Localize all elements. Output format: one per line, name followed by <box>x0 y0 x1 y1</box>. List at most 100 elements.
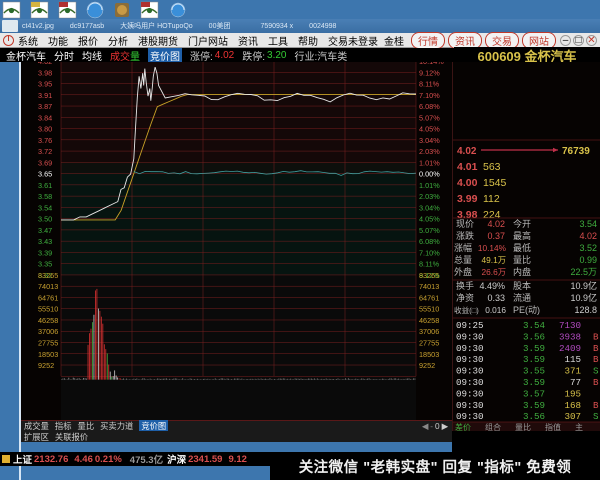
svg-text:3.99: 3.99 <box>457 193 478 205</box>
svg-text:2409: 2409 <box>559 343 581 354</box>
svg-text:4.49%: 4.49% <box>479 281 505 291</box>
svg-text:最高: 最高 <box>513 230 531 241</box>
svg-text:7130: 7130 <box>559 320 581 331</box>
svg-text:现价: 现价 <box>456 219 474 229</box>
svg-text:3.87: 3.87 <box>38 102 52 111</box>
svg-text:8.11%: 8.11% <box>419 80 440 89</box>
svg-text:PE(动): PE(动) <box>513 305 540 315</box>
svg-text:09:30: 09:30 <box>456 354 484 365</box>
svg-text:3.58: 3.58 <box>38 192 52 201</box>
svg-text:83265: 83265 <box>38 271 58 280</box>
svg-text:3.76: 3.76 <box>38 136 52 145</box>
svg-text:3.04%: 3.04% <box>419 136 440 145</box>
svg-text:77: 77 <box>570 377 581 388</box>
svg-text:5.07%: 5.07% <box>419 226 440 235</box>
svg-text:3.59: 3.59 <box>523 377 545 388</box>
svg-text:组合: 组合 <box>485 422 501 431</box>
svg-text:3.91: 3.91 <box>38 91 52 100</box>
svg-text:46258: 46258 <box>419 316 439 325</box>
svg-text:4.02: 4.02 <box>579 231 597 241</box>
svg-text:49.1万: 49.1万 <box>482 255 506 265</box>
svg-text:B: B <box>593 343 599 354</box>
svg-text:4.02: 4.02 <box>457 146 477 157</box>
svg-text:128.8: 128.8 <box>574 305 597 315</box>
svg-text:3.95: 3.95 <box>38 80 52 89</box>
svg-text:46258: 46258 <box>38 316 58 325</box>
svg-text:10.14%: 10.14% <box>419 62 444 66</box>
svg-text:3.54: 3.54 <box>523 320 546 331</box>
svg-text:26.6万: 26.6万 <box>482 267 506 277</box>
svg-text:307: 307 <box>564 411 581 422</box>
svg-text:3.57: 3.57 <box>523 388 545 399</box>
svg-text:10.14%: 10.14% <box>478 243 507 253</box>
svg-text:9252: 9252 <box>419 361 435 370</box>
svg-text:0.33: 0.33 <box>487 293 505 303</box>
svg-text:3.52: 3.52 <box>579 243 597 253</box>
svg-text:股本: 股本 <box>513 280 531 291</box>
svg-text:112: 112 <box>483 193 500 205</box>
svg-text:4.05%: 4.05% <box>419 125 440 134</box>
svg-text:4.01: 4.01 <box>457 161 478 173</box>
svg-text:3.47: 3.47 <box>38 226 52 235</box>
svg-text:S: S <box>593 411 599 422</box>
svg-text:换手: 换手 <box>456 280 474 291</box>
svg-text:9.12%: 9.12% <box>419 68 440 77</box>
svg-text:563: 563 <box>483 161 501 173</box>
svg-text:10.9亿: 10.9亿 <box>570 292 597 303</box>
svg-text:总量: 总量 <box>454 254 472 265</box>
svg-text:指值: 指值 <box>545 422 561 431</box>
svg-text:B: B <box>593 377 599 388</box>
svg-text:0.00%: 0.00% <box>419 170 440 179</box>
svg-text:3.54: 3.54 <box>38 203 52 212</box>
svg-text:27755: 27755 <box>38 339 58 348</box>
svg-text:74013: 74013 <box>38 282 58 291</box>
svg-text:10.9亿: 10.9亿 <box>570 280 597 291</box>
svg-text:64761: 64761 <box>419 293 439 302</box>
svg-text:3.54: 3.54 <box>579 219 597 229</box>
svg-text:3.04%: 3.04% <box>419 203 440 212</box>
svg-text:9252: 9252 <box>38 361 54 370</box>
svg-text:18503: 18503 <box>38 350 58 359</box>
svg-text:4.02: 4.02 <box>487 219 505 229</box>
svg-text:0.016: 0.016 <box>485 305 506 315</box>
svg-text:3.56: 3.56 <box>523 331 545 342</box>
svg-text:37006: 37006 <box>419 327 439 336</box>
svg-text:4.05%: 4.05% <box>419 215 440 224</box>
svg-text:3.43: 3.43 <box>38 237 52 246</box>
svg-text:1.01%: 1.01% <box>419 181 440 190</box>
svg-text:3.59: 3.59 <box>523 343 545 354</box>
svg-text:今开: 今开 <box>513 218 531 229</box>
svg-text:4.00: 4.00 <box>457 177 478 189</box>
svg-text:B: B <box>593 331 599 342</box>
svg-text:0.99: 0.99 <box>579 255 597 265</box>
svg-text:内盘: 内盘 <box>513 266 531 277</box>
svg-text:3.39: 3.39 <box>38 248 52 257</box>
svg-text:83265: 83265 <box>419 271 439 280</box>
svg-text:3.98: 3.98 <box>38 68 52 77</box>
svg-text:涨幅: 涨幅 <box>454 242 472 253</box>
svg-text:09:30: 09:30 <box>456 388 484 399</box>
svg-text:09:30: 09:30 <box>456 411 484 422</box>
svg-text:6.08%: 6.08% <box>419 102 440 111</box>
svg-text:7.10%: 7.10% <box>419 248 440 257</box>
svg-text:168: 168 <box>564 400 581 411</box>
svg-text:3.50: 3.50 <box>38 215 52 224</box>
svg-text:09:30: 09:30 <box>456 366 484 377</box>
svg-text:3.61: 3.61 <box>38 181 52 190</box>
svg-text:2.03%: 2.03% <box>419 192 440 201</box>
svg-text:09:25: 09:25 <box>456 320 484 331</box>
svg-text:37006: 37006 <box>38 327 58 336</box>
svg-text:76739: 76739 <box>562 146 590 157</box>
svg-text:3.59: 3.59 <box>523 354 545 365</box>
svg-text:涨跌: 涨跌 <box>456 231 474 241</box>
svg-text:55510: 55510 <box>38 305 58 314</box>
svg-text:64761: 64761 <box>38 293 58 302</box>
svg-text:371: 371 <box>564 366 581 377</box>
svg-text:8.11%: 8.11% <box>419 260 440 269</box>
svg-text:B: B <box>593 354 599 365</box>
svg-text:3.72: 3.72 <box>38 147 52 156</box>
svg-text:最低: 最低 <box>513 242 531 253</box>
svg-text:外盘: 外盘 <box>454 266 472 277</box>
svg-text:2.03%: 2.03% <box>419 147 440 156</box>
svg-text:量比: 量比 <box>515 422 531 431</box>
